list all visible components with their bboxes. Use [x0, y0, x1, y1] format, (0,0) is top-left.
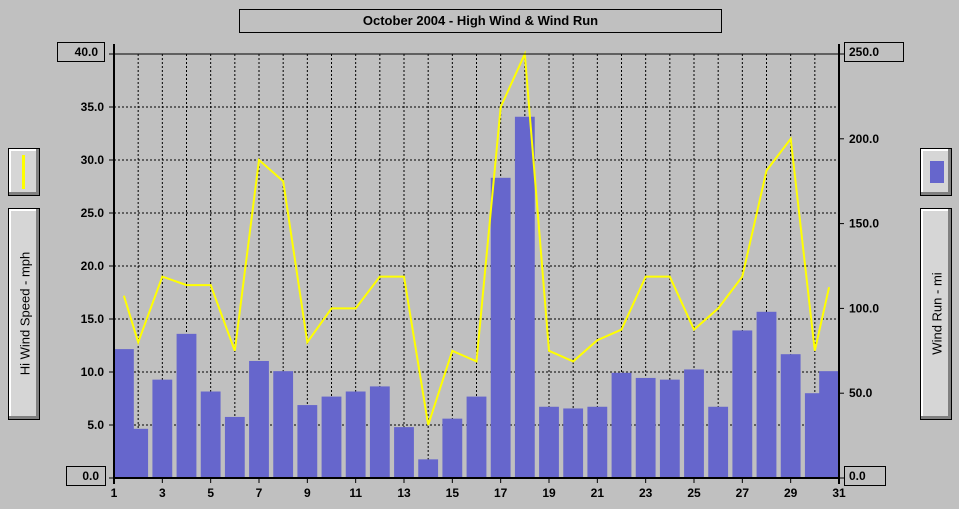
left-tick-label: 30.0 [81, 153, 105, 167]
wind-run-bar [514, 116, 535, 478]
wind-run-bar [369, 386, 390, 478]
wind-run-bar [732, 330, 753, 478]
wind-run-bar [249, 360, 269, 478]
wind-run-bar [176, 333, 197, 478]
wind-run-bar [128, 428, 149, 478]
x-tick-label: 25 [687, 486, 701, 500]
left-legend-key [8, 148, 40, 196]
left-axis-label-panel: Hi Wind Speed - mph [8, 208, 40, 420]
line-swatch [22, 155, 25, 189]
right-axis-min-label: 0.0 [844, 466, 886, 486]
wind-run-bar [345, 391, 366, 478]
wind-run-bar [152, 379, 173, 478]
wind-run-bar [442, 418, 463, 478]
wind-run-bar [418, 459, 439, 478]
left-axis-label: Hi Wind Speed - mph [17, 251, 33, 376]
right-tick-label: 50.0 [849, 386, 873, 400]
wind-run-bar [684, 369, 704, 478]
right-tick-label: 150.0 [849, 217, 879, 231]
x-tick-label: 21 [591, 486, 605, 500]
wind-run-bar [490, 177, 511, 479]
right-axis-label-panel: Wind Run - mi [920, 208, 952, 420]
wind-run-bar [635, 377, 656, 478]
left-tick-label: 25.0 [81, 206, 105, 220]
left-tick-label: 10.0 [81, 365, 105, 379]
wind-run-bar [819, 371, 839, 478]
wind-run-bar [297, 405, 318, 478]
wind-run-bar [394, 427, 414, 478]
left-tick-label: 20.0 [81, 259, 105, 273]
right-tick-label: 200.0 [849, 132, 879, 146]
wind-run-bar [708, 406, 729, 478]
x-tick-label: 17 [494, 486, 508, 500]
wind-run-bar [563, 408, 584, 478]
wind-run-bar [224, 416, 245, 478]
wind-run-bar [659, 379, 680, 478]
x-tick-label: 3 [159, 486, 166, 500]
x-tick-label: 15 [446, 486, 460, 500]
right-legend-key [920, 148, 952, 196]
left-tick-label: 15.0 [81, 312, 105, 326]
wind-run-bar [587, 406, 608, 478]
wind-run-bar [321, 396, 342, 478]
wind-run-bar [611, 372, 632, 478]
x-tick-label: 29 [784, 486, 798, 500]
hi-wind-line [122, 50, 831, 426]
x-tick-label: 23 [639, 486, 653, 500]
bar-swatch [930, 161, 944, 183]
x-tick-label: 5 [207, 486, 214, 500]
left-tick-label: 35.0 [81, 100, 105, 114]
x-tick-label: 1 [111, 486, 118, 500]
left-axis-min-label: 0.0 [66, 466, 106, 486]
x-tick-label: 13 [397, 486, 411, 500]
left-tick-label: 5.0 [87, 418, 104, 432]
x-tick-label: 11 [349, 486, 362, 500]
wind-run-bar [200, 391, 221, 478]
wind-run-bar [780, 354, 801, 478]
x-tick-label: 27 [736, 486, 750, 500]
wind-run-bar [539, 406, 559, 478]
wind-run-bar [273, 371, 294, 478]
right-tick-label: 100.0 [849, 301, 879, 315]
wind-run-bar [756, 311, 777, 478]
left-axis-max-label: 40.0 [57, 42, 105, 62]
chart-title: October 2004 - High Wind & Wind Run [239, 9, 722, 33]
x-tick-label: 31 [832, 486, 846, 500]
x-tick-label: 19 [542, 486, 556, 500]
x-tick-label: 9 [304, 486, 311, 500]
x-tick-label: 7 [256, 486, 263, 500]
right-axis-max-label: 250.0 [844, 42, 904, 62]
wind-run-bar [466, 396, 487, 478]
right-axis-label: Wind Run - mi [929, 272, 945, 355]
